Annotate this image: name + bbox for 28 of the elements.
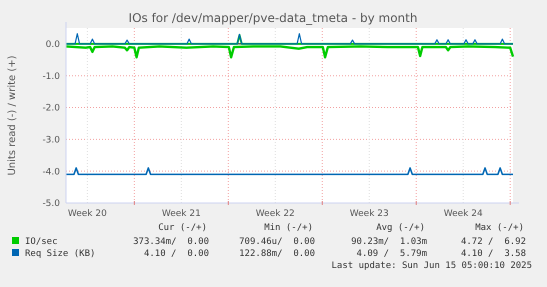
text: 4.10 / 3.58 — [460, 249, 526, 259]
x-tick-label: Week 24 — [444, 209, 483, 219]
y-tick-label: -3.0 — [42, 136, 60, 146]
legend-label: IO/sec — [25, 237, 58, 247]
y-tick-label: -4.0 — [42, 167, 60, 178]
y-tick-label: -5.0 — [42, 199, 60, 210]
x-tick-label: Week 22 — [256, 209, 295, 219]
text: Cur (-/+) — [158, 223, 207, 233]
text: Avg (-/+) — [376, 223, 425, 233]
text: 122.88m/ 0.00 — [239, 249, 315, 259]
y-tick-label: -1.0 — [42, 72, 60, 82]
x-tick-label: Week 23 — [350, 209, 389, 219]
x-tick-label: Week 21 — [162, 209, 201, 219]
y-tick-label: -2.0 — [42, 104, 60, 114]
text: 90.23m/ 1.03m — [351, 237, 427, 247]
text: 4.09 / 5.79m — [356, 249, 427, 259]
y-tick-label: 0.0 — [46, 40, 60, 50]
text: Last update: Sun Jun 15 05:00:10 2025 — [332, 261, 532, 271]
legend-label: Req Size (KB) — [25, 249, 96, 259]
text: 4.72 / 6.92 — [460, 237, 526, 247]
text: 373.34m/ 0.00 — [133, 237, 209, 247]
y-axis-title: Units read (-) / write (+) — [7, 55, 18, 176]
chart-title: IOs for /dev/mapper/pve-data_tmeta - by month — [128, 11, 418, 25]
text: 4.10 / 0.00 — [144, 249, 209, 259]
text: Min (-/+) — [264, 223, 313, 233]
x-tick-label: Week 20 — [68, 209, 108, 219]
text: 709.46u/ 0.00 — [239, 237, 315, 247]
text: Max (-/+) — [475, 223, 524, 233]
